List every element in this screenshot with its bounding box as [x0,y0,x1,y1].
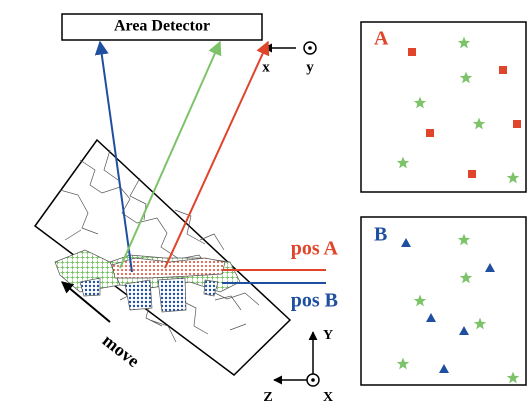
move-label: move [99,330,144,371]
axis-label: X [323,390,333,404]
axis-label: y [306,59,314,75]
axis-label: Y [323,328,333,343]
axis-label: Z [263,390,272,404]
axis-dot [308,46,312,50]
axis-label: x [262,59,270,75]
sample [35,140,290,375]
diagram: Area Detector x y pos A pos B move Y Z X… [0,0,527,404]
beam-a [165,42,268,268]
panel-label: A [374,28,389,50]
detector-label: Area Detector [114,18,210,35]
panel-label: B [374,224,387,246]
pos-b-label: pos B [291,290,338,312]
pos-a-label: pos A [291,238,339,260]
axis-dot [311,378,315,382]
